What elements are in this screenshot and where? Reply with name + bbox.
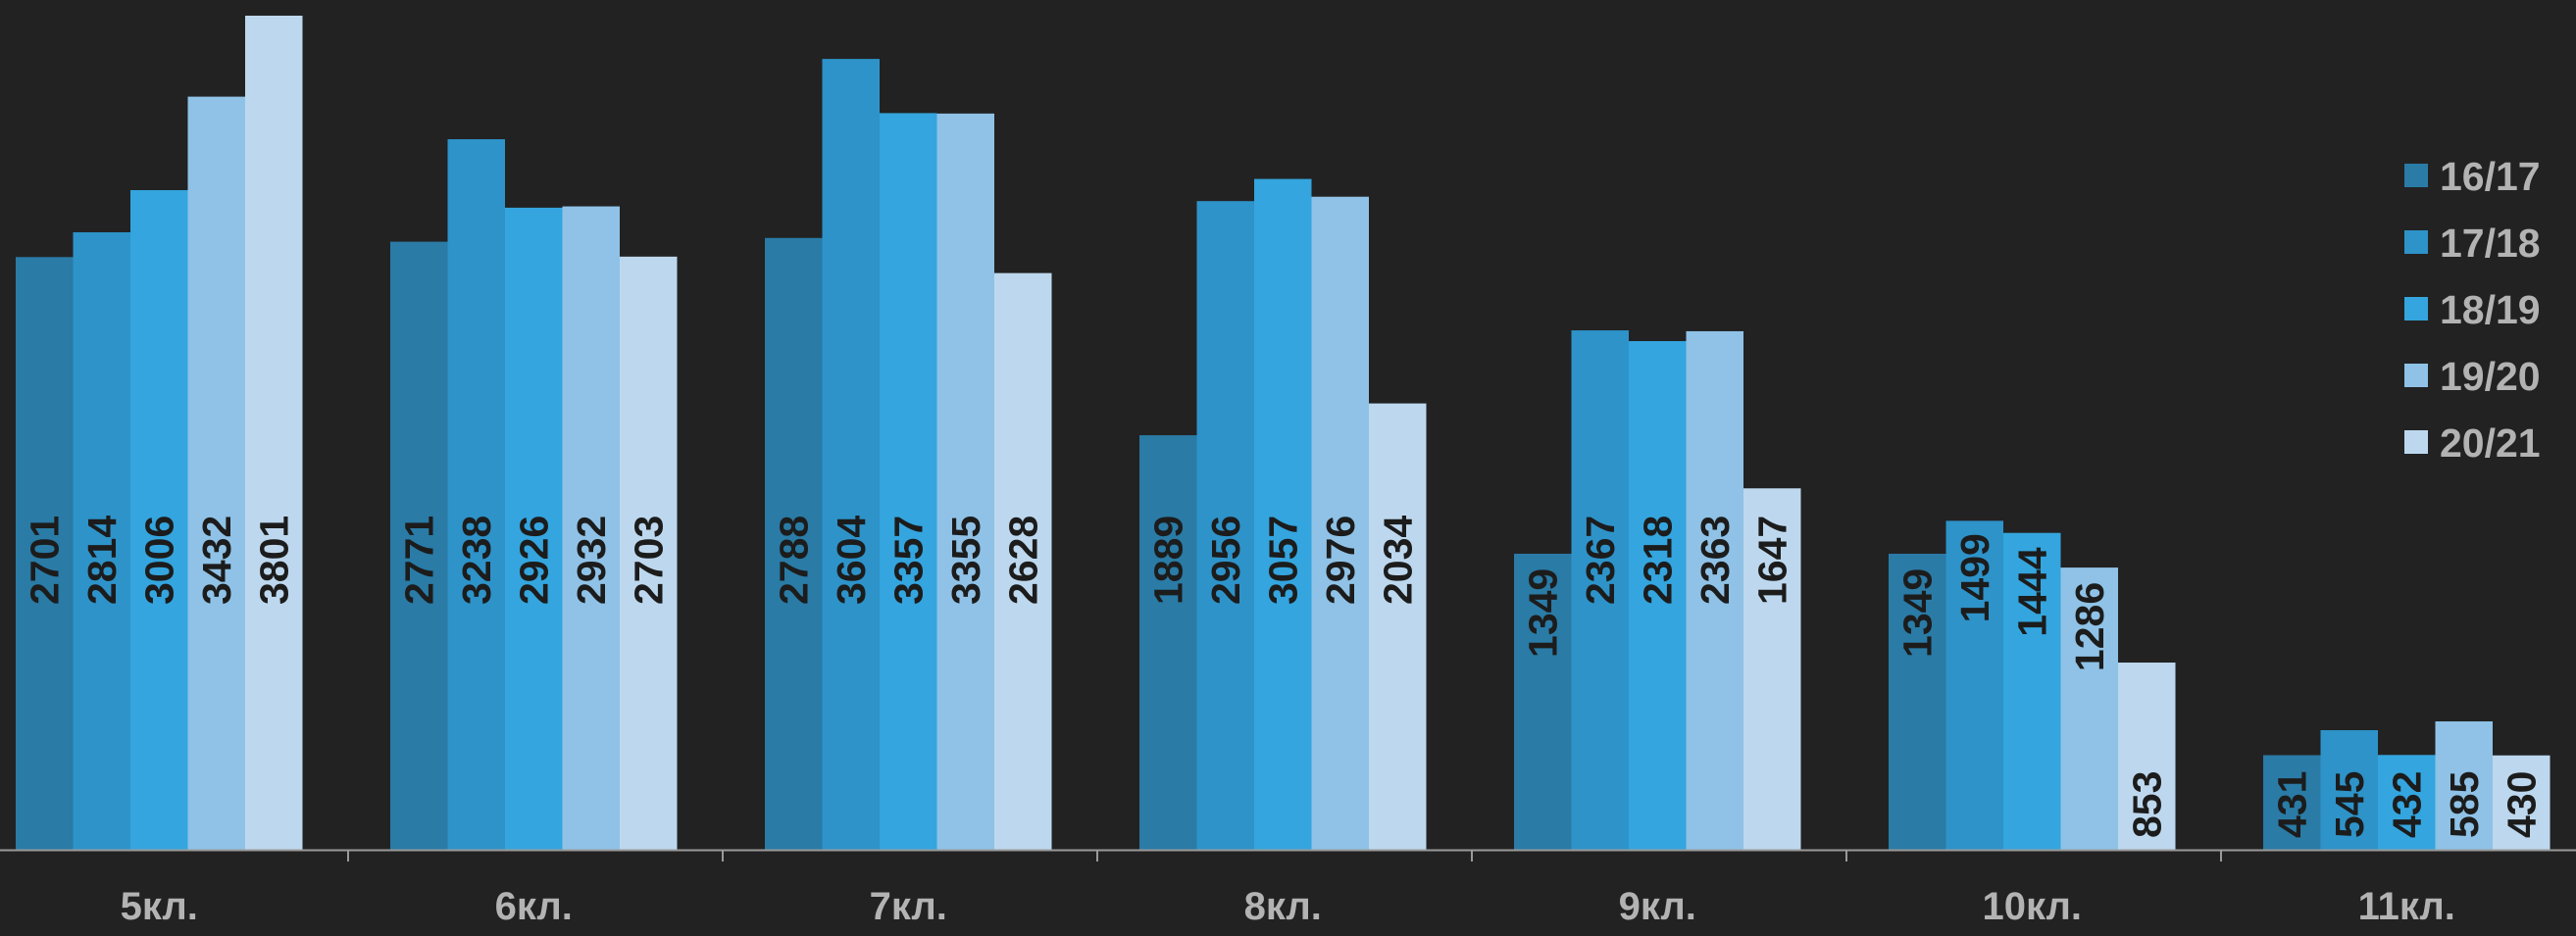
data-label: 2932 bbox=[569, 516, 614, 605]
data-label: 3801 bbox=[251, 516, 296, 605]
x-tick-label: 7кл. bbox=[870, 885, 947, 928]
bar-17-18-5 bbox=[1945, 520, 2003, 850]
bar-18-19-2 bbox=[880, 113, 937, 850]
data-label: 3006 bbox=[136, 516, 181, 605]
data-label: 2701 bbox=[22, 516, 67, 605]
data-label: 2363 bbox=[1692, 516, 1738, 605]
bar-18-19-3 bbox=[1254, 178, 1312, 851]
bar-20-21-0 bbox=[245, 16, 303, 850]
bar-16-17-0 bbox=[16, 257, 74, 850]
legend-label: 20/21 bbox=[2440, 420, 2541, 466]
bar-18-19-5 bbox=[2003, 532, 2061, 850]
legend-label: 18/19 bbox=[2440, 287, 2541, 332]
data-label: 2703 bbox=[626, 516, 671, 605]
data-label: 430 bbox=[2499, 771, 2544, 838]
data-label: 2318 bbox=[1635, 516, 1680, 605]
data-label: 2814 bbox=[79, 516, 125, 605]
data-label: 3432 bbox=[194, 516, 239, 605]
bar-19-20-1 bbox=[562, 206, 620, 850]
bar-16-17-3 bbox=[1139, 435, 1197, 850]
bar-17-18-0 bbox=[73, 231, 130, 850]
bar-16-17-4 bbox=[1514, 553, 1572, 850]
bar-20-21-5 bbox=[2118, 663, 2176, 850]
data-label: 2976 bbox=[1318, 516, 1363, 605]
legend-label: 16/17 bbox=[2440, 154, 2541, 199]
x-tick-label: 6кл. bbox=[495, 885, 573, 928]
bar-17-18-6 bbox=[2320, 729, 2378, 850]
legend-label: 19/20 bbox=[2440, 354, 2541, 399]
data-label: 3238 bbox=[454, 516, 499, 605]
bar-17-18-3 bbox=[1196, 201, 1254, 851]
bar-16-17-1 bbox=[390, 241, 448, 850]
data-label: 432 bbox=[2384, 771, 2429, 838]
bar-20-21-6 bbox=[2493, 755, 2551, 850]
bar-18-19-4 bbox=[1629, 341, 1687, 850]
x-tick-label: 10кл. bbox=[1982, 885, 2082, 928]
bar-18-19-0 bbox=[130, 189, 188, 850]
data-label: 2628 bbox=[1000, 516, 1045, 605]
bar-19-20-5 bbox=[2060, 567, 2118, 850]
bar-18-19-1 bbox=[505, 207, 563, 850]
bar-19-20-2 bbox=[936, 113, 994, 850]
data-label: 431 bbox=[2269, 771, 2314, 838]
data-label: 2788 bbox=[771, 516, 816, 605]
bar-20-21-4 bbox=[1743, 488, 1801, 850]
data-label: 2034 bbox=[1375, 516, 1420, 605]
bar-17-18-1 bbox=[447, 139, 505, 850]
data-label: 3355 bbox=[943, 516, 988, 605]
bar-17-18-2 bbox=[822, 59, 880, 851]
data-label: 1889 bbox=[1145, 516, 1190, 605]
data-label: 853 bbox=[2124, 771, 2169, 838]
data-label: 2956 bbox=[1203, 516, 1248, 605]
data-label: 3357 bbox=[885, 516, 931, 605]
bar-17-18-4 bbox=[1571, 330, 1629, 850]
x-tick-label: 11кл. bbox=[2358, 885, 2455, 928]
bar-20-21-2 bbox=[994, 272, 1052, 850]
bar-19-20-6 bbox=[2435, 721, 2493, 850]
bar-16-17-6 bbox=[2263, 755, 2321, 850]
data-label: 2367 bbox=[1578, 516, 1623, 605]
data-label: 545 bbox=[2327, 771, 2372, 838]
bar-19-20-4 bbox=[1686, 330, 1743, 850]
x-tick-label: 9кл. bbox=[1619, 885, 1696, 928]
legend-swatch-18-19 bbox=[2404, 297, 2428, 320]
data-label: 2926 bbox=[511, 516, 556, 605]
data-label: 1286 bbox=[2067, 582, 2112, 671]
data-label: 1349 bbox=[1520, 568, 1565, 658]
data-label: 1349 bbox=[1894, 568, 1940, 658]
data-label: 2771 bbox=[396, 516, 441, 605]
bar-20-21-3 bbox=[1369, 403, 1427, 850]
data-label: 1647 bbox=[1749, 516, 1794, 605]
bar-20-21-1 bbox=[620, 256, 678, 850]
bar-16-17-2 bbox=[765, 237, 823, 850]
bar-19-20-0 bbox=[187, 96, 245, 850]
x-tick-label: 8кл. bbox=[1244, 885, 1322, 928]
legend-swatch-20-21 bbox=[2404, 430, 2428, 454]
data-label: 1444 bbox=[2009, 547, 2054, 636]
legend-label: 17/18 bbox=[2440, 221, 2541, 266]
legend-swatch-16-17 bbox=[2404, 164, 2428, 187]
data-label: 1499 bbox=[1952, 533, 1997, 622]
data-label: 585 bbox=[2442, 771, 2487, 838]
legend-swatch-17-18 bbox=[2404, 230, 2428, 254]
data-label: 3057 bbox=[1260, 516, 1305, 605]
bar-16-17-5 bbox=[1889, 553, 1946, 850]
bar-19-20-3 bbox=[1311, 196, 1369, 850]
data-label: 3604 bbox=[829, 516, 874, 605]
bar-18-19-6 bbox=[2378, 755, 2436, 850]
legend-swatch-19-20 bbox=[2404, 364, 2428, 387]
x-tick-label: 5кл. bbox=[121, 885, 198, 928]
